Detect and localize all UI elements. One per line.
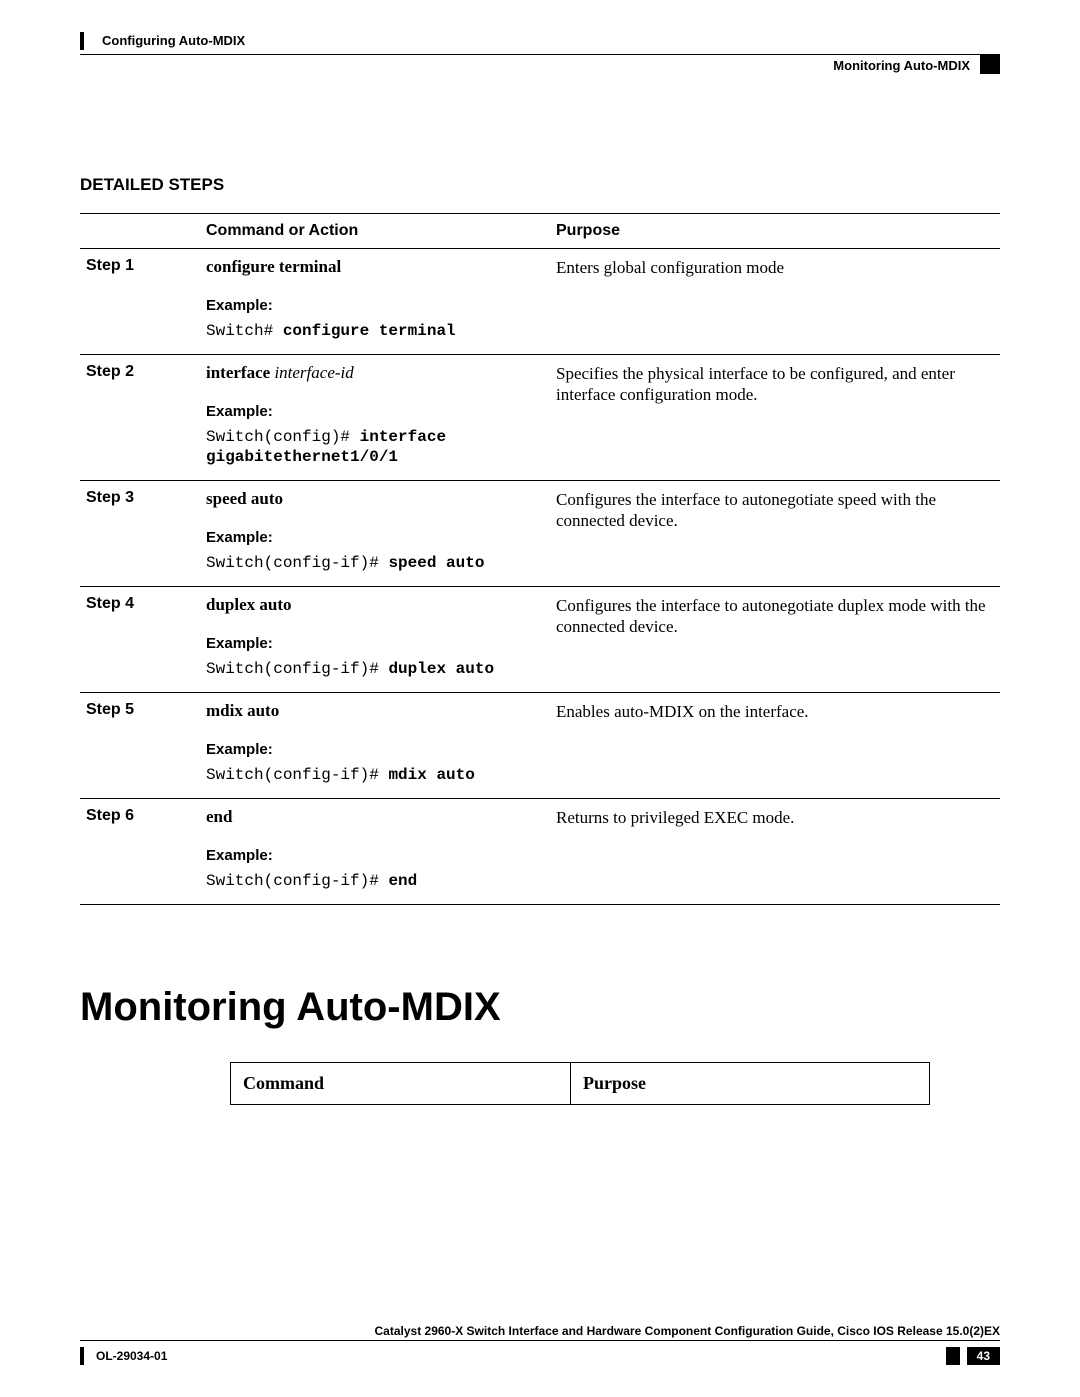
monitoring-table: Command Purpose — [230, 1062, 930, 1105]
example-label: Example: — [206, 741, 544, 758]
monitoring-heading: Monitoring Auto-MDIX — [80, 985, 1000, 1030]
step-label: Step 2 — [86, 363, 194, 381]
step-label: Step 4 — [86, 595, 194, 613]
example-line: Switch(config-if)# end — [206, 870, 544, 890]
step-label: Step 1 — [86, 257, 194, 275]
step-label: Step 3 — [86, 489, 194, 507]
purpose-text: Configures the interface to autonegotiat… — [556, 595, 994, 638]
table-row: Step 2 interface interface-id Example: Swit… — [80, 355, 1000, 481]
col-purpose: Purpose — [550, 214, 1000, 249]
monitoring-col-purpose: Purpose — [571, 1063, 930, 1105]
table-row: Step 5 mdix auto Example: Switch(config-if)… — [80, 693, 1000, 799]
footer-page-number: 43 — [967, 1347, 1000, 1365]
example-label: Example: — [206, 403, 544, 420]
footer-title: Catalyst 2960-X Switch Interface and Har… — [80, 1324, 1000, 1341]
footer-left-marker — [80, 1347, 84, 1365]
page-footer: Catalyst 2960-X Switch Interface and Har… — [80, 1324, 1000, 1369]
col-command: Command or Action — [200, 214, 550, 249]
purpose-text: Enters global configuration mode — [556, 257, 994, 278]
example-label: Example: — [206, 847, 544, 864]
example-label: Example: — [206, 635, 544, 652]
example-line: Switch(config-if)# mdix auto — [206, 764, 544, 784]
purpose-text: Configures the interface to autonegotiat… — [556, 489, 994, 532]
command-line: interface interface-id — [206, 363, 544, 383]
example-line: Switch(config)# interface gigabitetherne… — [206, 426, 544, 466]
header-rule — [80, 54, 1000, 55]
example-label: Example: — [206, 529, 544, 546]
example-line: Switch(config-if)# duplex auto — [206, 658, 544, 678]
step-label: Step 5 — [86, 701, 194, 719]
command-line: mdix auto — [206, 701, 544, 721]
table-row: Step 4 duplex auto Example: Switch(config-i… — [80, 587, 1000, 693]
header-right-marker — [980, 54, 1000, 74]
command-line: speed auto — [206, 489, 544, 509]
col-step — [80, 214, 200, 249]
purpose-text: Enables auto-MDIX on the interface. — [556, 701, 994, 722]
page-header: Configuring Auto-MDIX Monitoring Auto-MD… — [80, 30, 1000, 80]
monitoring-col-command: Command — [231, 1063, 571, 1105]
step-label: Step 6 — [86, 807, 194, 825]
detailed-steps-title: DETAILED STEPS — [80, 175, 1000, 195]
table-row: Step 3 speed auto Example: Switch(config-if… — [80, 481, 1000, 587]
detailed-steps-table: Command or Action Purpose Step 1 configur… — [80, 213, 1000, 905]
command-line: end — [206, 807, 544, 827]
example-line: Switch# configure terminal — [206, 320, 544, 340]
footer-doc-id: OL-29034-01 — [96, 1349, 167, 1363]
table-row: Step 1 configure terminal Example: Switch# … — [80, 249, 1000, 355]
command-line: configure terminal — [206, 257, 544, 277]
purpose-text: Returns to privileged EXEC mode. — [556, 807, 994, 828]
header-right-label: Monitoring Auto-MDIX — [833, 58, 970, 73]
header-left-label: Configuring Auto-MDIX — [102, 33, 245, 48]
table-row: Step 6 end Example: Switch(config-if)# end R… — [80, 799, 1000, 905]
footer-right-marker — [946, 1347, 960, 1365]
purpose-text: Specifies the physical interface to be c… — [556, 363, 994, 406]
header-left-marker — [80, 32, 84, 50]
example-line: Switch(config-if)# speed auto — [206, 552, 544, 572]
example-label: Example: — [206, 297, 544, 314]
command-line: duplex auto — [206, 595, 544, 615]
